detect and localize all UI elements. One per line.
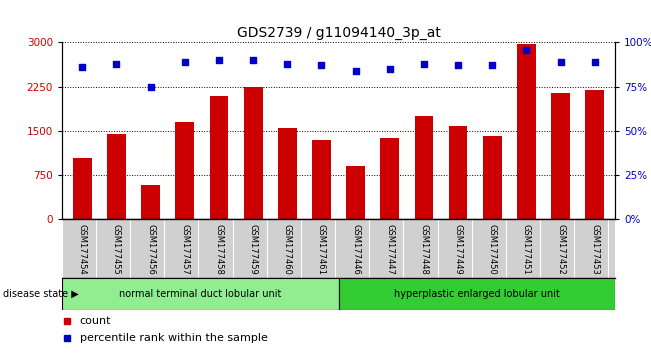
Bar [449,126,467,219]
Bar [107,134,126,219]
Bar [585,90,604,219]
Text: GSM177460: GSM177460 [283,224,292,275]
Point [145,84,156,90]
Point [350,68,361,74]
Bar [278,128,297,219]
Text: GSM177447: GSM177447 [385,224,395,275]
Bar [243,87,262,219]
Text: GSM177459: GSM177459 [249,224,258,275]
Text: percentile rank within the sample: percentile rank within the sample [79,333,268,343]
Bar [141,185,160,219]
Text: normal terminal duct lobular unit: normal terminal duct lobular unit [119,289,281,299]
Bar [339,278,615,310]
Point [111,61,122,67]
Text: GSM177450: GSM177450 [488,224,497,275]
Bar [415,116,434,219]
Point [385,66,395,72]
Bar [346,166,365,219]
Text: GSM177449: GSM177449 [454,224,463,275]
Text: GSM177446: GSM177446 [351,224,360,275]
Point [316,63,327,68]
Point [453,63,464,68]
Bar [483,136,502,219]
Bar [210,96,229,219]
Text: GSM177455: GSM177455 [112,224,121,275]
Bar [312,140,331,219]
Point [214,57,224,63]
Bar [551,93,570,219]
Point [419,61,429,67]
Text: disease state ▶: disease state ▶ [3,289,79,299]
Text: GSM177451: GSM177451 [522,224,531,275]
Point [282,61,292,67]
Title: GDS2739 / g11094140_3p_at: GDS2739 / g11094140_3p_at [236,26,441,40]
Text: count: count [79,316,111,326]
Text: GSM177452: GSM177452 [556,224,565,275]
Point [248,57,258,63]
Text: GSM177454: GSM177454 [78,224,87,275]
Text: GSM177461: GSM177461 [317,224,326,275]
Point [555,59,566,65]
Point [180,59,190,65]
Point [590,59,600,65]
Bar [62,278,339,310]
Text: GSM177448: GSM177448 [419,224,428,275]
Text: GSM177456: GSM177456 [146,224,155,275]
Text: GSM177453: GSM177453 [590,224,599,275]
Point [487,63,497,68]
Point [77,64,87,70]
Bar [380,138,399,219]
Text: GSM177458: GSM177458 [214,224,223,275]
Text: GSM177457: GSM177457 [180,224,189,275]
Bar [517,44,536,219]
Point [521,47,532,52]
Text: hyperplastic enlarged lobular unit: hyperplastic enlarged lobular unit [394,289,560,299]
Bar [175,122,194,219]
Bar [73,158,92,219]
